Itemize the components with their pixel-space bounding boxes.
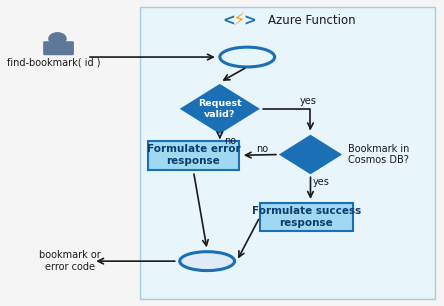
Text: Request
valid?: Request valid? [198, 99, 242, 118]
Text: yes: yes [313, 177, 329, 187]
Text: yes: yes [300, 96, 317, 106]
Text: Formulate success
response: Formulate success response [252, 206, 361, 228]
Ellipse shape [180, 252, 234, 271]
Text: ⚡: ⚡ [233, 12, 245, 29]
Text: <: < [222, 13, 234, 28]
FancyBboxPatch shape [260, 203, 353, 231]
Text: no: no [256, 144, 268, 154]
Text: find-bookmark( id ): find-bookmark( id ) [7, 58, 100, 68]
FancyBboxPatch shape [140, 7, 435, 299]
Text: Formulate error
response: Formulate error response [147, 144, 240, 166]
FancyBboxPatch shape [148, 141, 239, 170]
Text: Bookmark in
Cosmos DB?: Bookmark in Cosmos DB? [349, 144, 410, 165]
Polygon shape [180, 84, 260, 134]
Text: Azure Function: Azure Function [268, 14, 356, 27]
Text: no: no [224, 136, 236, 147]
FancyBboxPatch shape [43, 41, 74, 55]
Text: >: > [243, 13, 256, 28]
Polygon shape [279, 135, 342, 174]
Text: bookmark or
error code: bookmark or error code [39, 250, 101, 272]
Circle shape [48, 32, 67, 46]
Ellipse shape [220, 47, 275, 67]
